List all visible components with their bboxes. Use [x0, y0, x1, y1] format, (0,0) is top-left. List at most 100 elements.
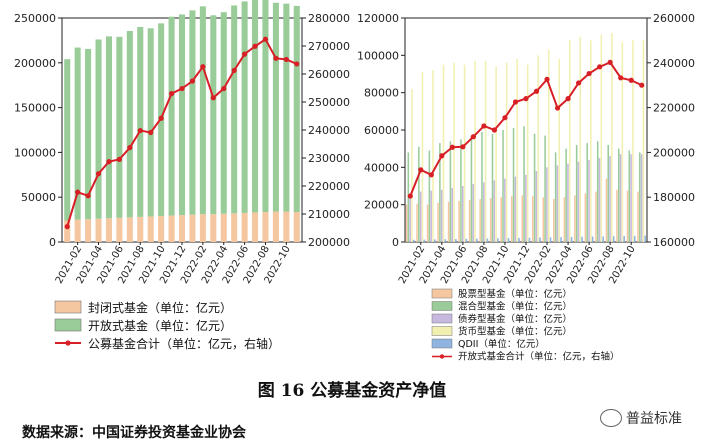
bar — [483, 182, 485, 242]
bar — [95, 39, 102, 219]
bar — [283, 211, 290, 242]
bar — [514, 176, 517, 242]
y-right-tick-label: 220000 — [653, 102, 695, 115]
right-chart: 0 20000 40000 60000 80000 100000 120000 160000 1… — [357, 12, 695, 286]
series-point — [554, 105, 561, 111]
bar — [85, 48, 92, 220]
bar — [293, 211, 300, 242]
bar — [495, 66, 497, 243]
series-point — [512, 99, 519, 105]
bar — [533, 133, 536, 242]
y-left-tick-label: 50000 — [21, 191, 56, 204]
bar — [126, 30, 133, 218]
y-right-tick-label: 220000 — [308, 180, 350, 193]
bar — [458, 200, 460, 242]
legend-label: 债券型基金（单位：亿元） — [458, 313, 572, 325]
series-point — [639, 82, 645, 88]
legend-label: 开放式基金（单位：亿元） — [88, 318, 232, 333]
bar — [525, 174, 527, 242]
series-point — [418, 167, 424, 173]
legend-swatch — [431, 301, 453, 311]
bar — [586, 143, 588, 242]
series-point — [168, 91, 175, 97]
y-right-tick-label: 270000 — [308, 40, 350, 53]
bar — [568, 40, 571, 243]
bar — [600, 34, 603, 242]
bar — [437, 202, 439, 242]
bar — [283, 3, 290, 212]
series-point — [106, 159, 112, 165]
bar — [178, 215, 186, 242]
y-right-tick-label: 280000 — [308, 12, 350, 25]
y-right-tick-label: 240000 — [308, 124, 350, 137]
bar — [567, 163, 569, 242]
bar — [470, 135, 473, 242]
bar — [554, 152, 557, 242]
y-left-tick-label: 60000 — [364, 124, 399, 137]
figure-caption: 图 16 公募基金资产净值 — [257, 381, 447, 401]
y-left-tick-label: 150000 — [14, 102, 56, 115]
legend-label: 公募基金合计（单位：亿元，右轴） — [88, 336, 280, 351]
series-point — [221, 85, 227, 92]
bar — [531, 196, 534, 242]
series-point — [544, 76, 550, 82]
bar — [575, 144, 578, 242]
legend-label: 货币型基金（单位：亿元） — [458, 326, 572, 338]
bar — [178, 14, 186, 216]
bar — [272, 211, 279, 242]
y-right-tick-label: 260000 — [308, 68, 350, 81]
y-left-tick-label: 80000 — [364, 87, 399, 100]
bar — [432, 70, 434, 243]
bar — [85, 219, 92, 242]
series-point — [294, 61, 300, 67]
bar — [612, 236, 615, 242]
series-point — [158, 115, 164, 121]
series-point — [64, 224, 70, 230]
bar — [428, 150, 431, 242]
series-point — [148, 129, 154, 136]
bar — [252, 0, 259, 213]
bar — [199, 214, 206, 242]
bar — [588, 159, 590, 242]
series-point — [262, 36, 269, 42]
series-point — [127, 145, 133, 151]
bar — [137, 26, 144, 217]
legend-label: 封闭式基金（单位：亿元） — [88, 300, 232, 315]
bar — [617, 148, 620, 242]
series-point — [137, 127, 143, 134]
bar — [619, 154, 622, 242]
bar — [126, 217, 133, 242]
bar — [453, 62, 455, 242]
series-point — [231, 67, 237, 73]
bar — [628, 150, 631, 242]
bar — [412, 239, 415, 242]
series-point — [242, 51, 248, 57]
y-left-tick-label: 0 — [392, 236, 399, 249]
bar — [526, 64, 529, 243]
bar — [262, 211, 269, 242]
series-point — [283, 56, 289, 63]
bar — [504, 178, 506, 242]
bar — [491, 133, 494, 242]
bar — [444, 239, 447, 242]
bar — [596, 141, 599, 242]
bar — [497, 238, 499, 242]
bar — [210, 15, 217, 215]
series-point — [618, 75, 624, 81]
series-point — [116, 156, 122, 162]
bar — [426, 204, 429, 242]
bar — [411, 88, 413, 242]
legend-swatch — [431, 288, 453, 299]
bar — [546, 167, 548, 242]
bar — [539, 237, 541, 242]
bar — [64, 59, 71, 221]
bar — [465, 238, 468, 242]
bar — [484, 60, 487, 242]
y-right-tick-label: 200000 — [653, 146, 695, 159]
bar — [560, 237, 562, 242]
bar — [74, 219, 81, 242]
bar — [189, 10, 196, 215]
bar — [640, 154, 643, 242]
bar — [579, 36, 582, 242]
legend-swatch — [431, 326, 453, 336]
